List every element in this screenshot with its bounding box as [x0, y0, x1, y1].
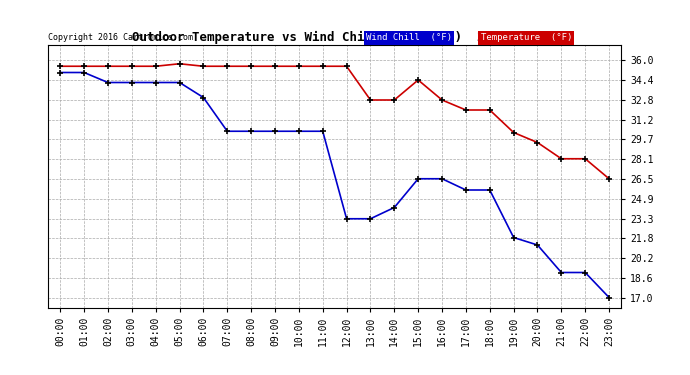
Text: Temperature  (°F): Temperature (°F) — [481, 33, 572, 42]
Title: Outdoor Temperature vs Wind Chill (24 Hours)  20160203: Outdoor Temperature vs Wind Chill (24 Ho… — [132, 31, 537, 44]
Text: Copyright 2016 Cartronics.com: Copyright 2016 Cartronics.com — [48, 33, 193, 42]
Text: Wind Chill  (°F): Wind Chill (°F) — [366, 33, 452, 42]
